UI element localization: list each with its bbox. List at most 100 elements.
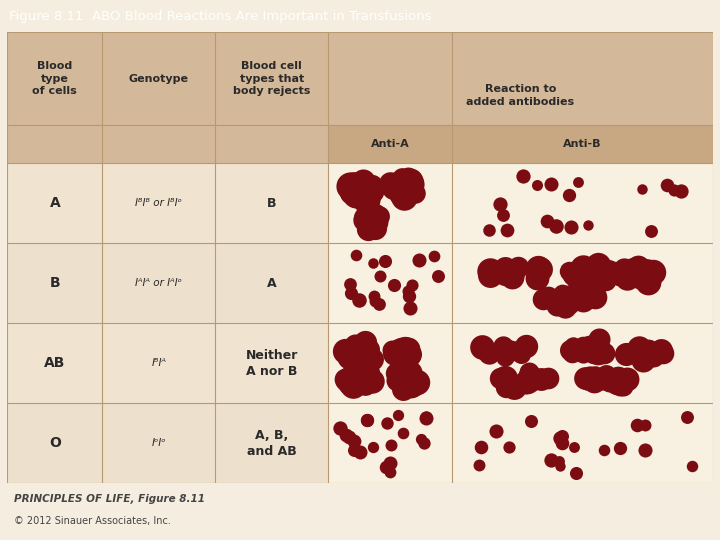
Point (397, 182, 409, 191)
Point (365, 375, 377, 383)
Text: A: A (267, 276, 276, 290)
Point (402, 287, 413, 295)
Point (361, 415, 373, 424)
Point (401, 179, 413, 187)
Point (418, 439, 430, 448)
Point (503, 347, 514, 355)
Point (681, 413, 693, 421)
Point (340, 349, 351, 357)
Point (399, 343, 410, 352)
Point (505, 345, 516, 354)
Point (409, 188, 420, 197)
Point (563, 191, 575, 200)
Point (347, 381, 359, 390)
Point (499, 352, 510, 361)
FancyBboxPatch shape (7, 125, 102, 163)
Point (343, 181, 354, 190)
Point (388, 178, 400, 187)
Point (420, 413, 432, 421)
Text: © 2012 Sinauer Associates, Inc.: © 2012 Sinauer Associates, Inc. (14, 516, 171, 526)
Point (501, 347, 513, 355)
Point (351, 186, 363, 195)
Point (554, 457, 565, 465)
Point (592, 349, 603, 357)
Point (634, 345, 645, 354)
Point (367, 442, 379, 451)
FancyBboxPatch shape (451, 403, 713, 483)
Point (351, 344, 363, 353)
Point (588, 376, 599, 385)
Point (577, 350, 589, 359)
Point (662, 180, 673, 189)
Point (395, 186, 407, 194)
FancyBboxPatch shape (7, 243, 102, 323)
Point (621, 274, 633, 282)
Point (398, 380, 410, 389)
Point (535, 265, 546, 273)
Point (500, 382, 511, 391)
Point (655, 346, 667, 354)
Point (573, 264, 585, 272)
Point (346, 187, 358, 196)
FancyBboxPatch shape (102, 163, 215, 243)
Point (366, 377, 378, 386)
Point (361, 369, 372, 377)
Point (395, 379, 406, 388)
Point (632, 262, 644, 271)
Point (505, 345, 516, 354)
Point (343, 353, 355, 361)
Point (588, 341, 599, 350)
Point (384, 468, 396, 476)
Point (361, 214, 372, 222)
Point (357, 355, 369, 364)
Point (504, 266, 516, 275)
Text: A, B,
and AB: A, B, and AB (247, 429, 297, 458)
Point (359, 185, 370, 193)
Point (568, 270, 580, 279)
Point (577, 264, 588, 273)
Point (545, 455, 557, 464)
Text: Genotype: Genotype (129, 73, 189, 84)
Point (372, 212, 383, 220)
Point (402, 350, 414, 359)
Point (403, 292, 415, 300)
Point (379, 256, 390, 265)
Point (508, 382, 520, 391)
Point (366, 180, 377, 189)
Point (577, 292, 589, 301)
Point (598, 445, 610, 454)
Point (396, 346, 408, 354)
Point (388, 281, 400, 290)
Point (589, 293, 600, 301)
Point (367, 259, 379, 268)
Point (537, 294, 549, 303)
Point (344, 372, 356, 380)
Point (405, 382, 417, 390)
Point (372, 214, 384, 222)
Text: IᵒIᵒ: IᵒIᵒ (152, 438, 166, 448)
Point (367, 217, 379, 225)
Point (428, 252, 440, 261)
Point (497, 341, 508, 350)
Point (395, 347, 406, 355)
Point (554, 461, 566, 470)
Point (358, 374, 369, 382)
Point (639, 349, 651, 358)
Point (610, 381, 621, 389)
Point (621, 349, 632, 358)
Point (669, 186, 680, 194)
Point (356, 373, 368, 382)
Point (408, 378, 420, 387)
Point (635, 273, 647, 282)
FancyBboxPatch shape (328, 323, 451, 403)
Point (360, 380, 372, 388)
Point (339, 347, 351, 355)
Point (398, 180, 410, 189)
Point (395, 368, 407, 376)
Point (369, 210, 381, 219)
Point (402, 344, 414, 353)
Point (397, 385, 409, 394)
Point (503, 271, 514, 279)
Point (356, 181, 367, 190)
Point (507, 269, 518, 278)
